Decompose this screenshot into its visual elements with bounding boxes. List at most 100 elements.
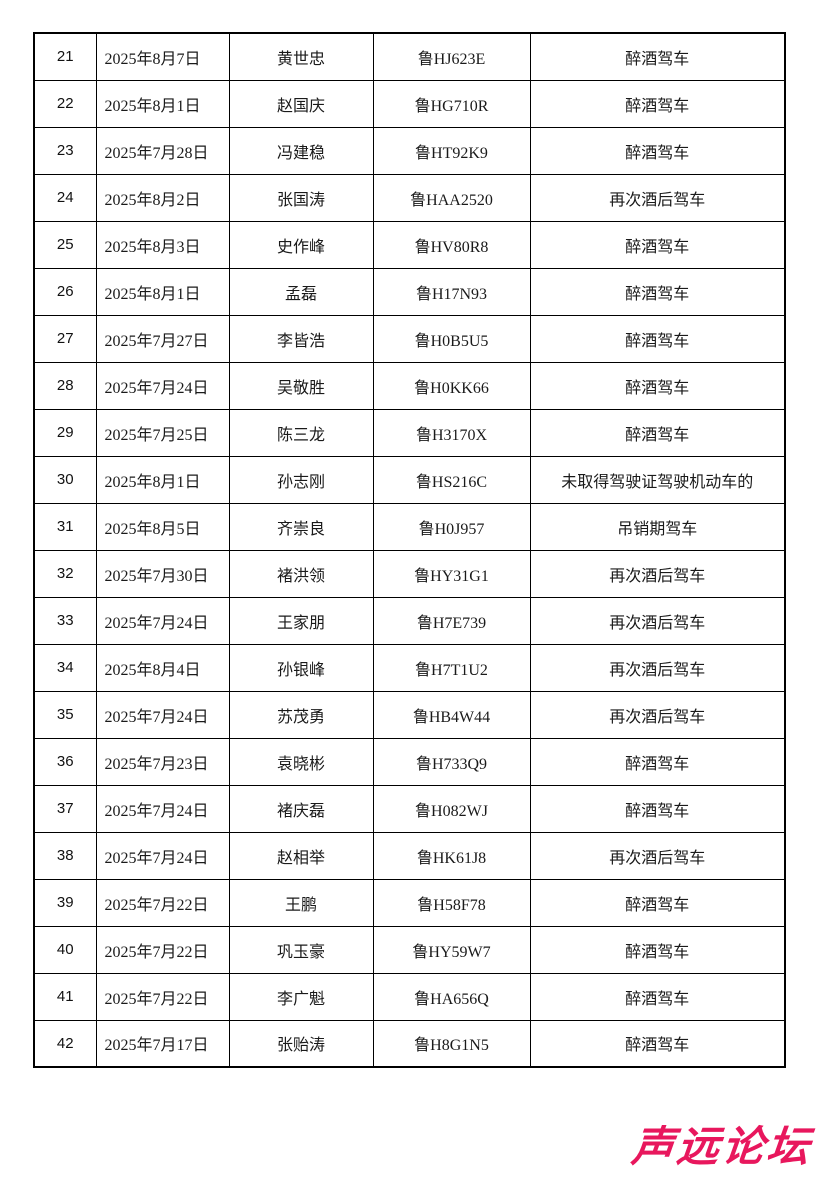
table-row: 23 2025年7月28日 冯建稳 鲁HT92K9 醉酒驾车	[33, 126, 786, 175]
name-cell: 吴敬胜	[228, 361, 374, 410]
table-row: 26 2025年8月1日 孟磊 鲁H17N93 醉酒驾车	[33, 267, 786, 316]
row-number-cell: 30	[33, 455, 97, 504]
date-cell: 2025年8月5日	[95, 502, 230, 551]
plate-cell: 鲁H58F78	[372, 878, 531, 927]
date-cell: 2025年7月17日	[95, 1019, 230, 1068]
date-cell: 2025年7月23日	[95, 737, 230, 786]
violation-cell: 醉酒驾车	[529, 925, 786, 974]
date-cell: 2025年8月2日	[95, 173, 230, 222]
plate-cell: 鲁H082WJ	[372, 784, 531, 833]
plate-cell: 鲁HT92K9	[372, 126, 531, 175]
violation-cell: 醉酒驾车	[529, 737, 786, 786]
name-cell: 袁晓彬	[228, 737, 374, 786]
plate-cell: 鲁HK61J8	[372, 831, 531, 880]
violation-cell: 醉酒驾车	[529, 878, 786, 927]
name-cell: 赵国庆	[228, 79, 374, 128]
violation-cell: 吊销期驾车	[529, 502, 786, 551]
violation-table: 21 2025年8月7日 黄世忠 鲁HJ623E 醉酒驾车 22 2025年8月1日 赵国庆鲁…	[33, 32, 786, 1068]
row-number-cell: 23	[33, 126, 97, 175]
row-number-cell: 36	[33, 737, 97, 786]
table-row: 39 2025年7月22日 王鹏 鲁H58F78 醉酒驾车	[33, 878, 786, 927]
violation-cell: 再次酒后驾车	[529, 831, 786, 880]
date-cell: 2025年7月22日	[95, 878, 230, 927]
name-cell: 陈三龙	[228, 408, 374, 457]
plate-cell: 鲁HY59W7	[372, 925, 531, 974]
plate-cell: 鲁HS216C	[372, 455, 531, 504]
row-number-cell: 22	[33, 79, 97, 128]
violation-cell: 醉酒驾车	[529, 126, 786, 175]
row-number-cell: 42	[33, 1019, 97, 1068]
name-cell: 孟磊	[228, 267, 374, 316]
name-cell: 史作峰	[228, 220, 374, 269]
plate-cell: 鲁H7E739	[372, 596, 531, 645]
plate-cell: 鲁H0B5U5	[372, 314, 531, 363]
date-cell: 2025年8月7日	[95, 32, 230, 81]
name-cell: 张贻涛	[228, 1019, 374, 1068]
table-row: 24 2025年8月2日 张国涛 鲁HAA2520 再次酒后驾车	[33, 173, 786, 222]
violation-cell: 醉酒驾车	[529, 79, 786, 128]
violation-cell: 再次酒后驾车	[529, 643, 786, 692]
plate-cell: 鲁HJ623E	[372, 32, 531, 81]
name-cell: 李广魁	[228, 972, 374, 1021]
name-cell: 孙银峰	[228, 643, 374, 692]
date-cell: 2025年8月1日	[95, 455, 230, 504]
row-number-cell: 33	[33, 596, 97, 645]
violation-cell: 未取得驾驶证驾驶机动车的	[529, 455, 786, 504]
name-cell: 张国涛	[228, 173, 374, 222]
table-row: 32 2025年7月30日 褚洪领 鲁HY31G1 再次酒后驾车	[33, 549, 786, 598]
name-cell: 黄世忠	[228, 32, 374, 81]
row-number-cell: 21	[33, 32, 97, 81]
date-cell: 2025年7月24日	[95, 784, 230, 833]
row-number-cell: 35	[33, 690, 97, 739]
row-number-cell: 40	[33, 925, 97, 974]
plate-cell: 鲁HG710R	[372, 79, 531, 128]
date-cell: 2025年7月27日	[95, 314, 230, 363]
plate-cell: 鲁HV80R8	[372, 220, 531, 269]
row-number-cell: 28	[33, 361, 97, 410]
table-row: 21 2025年8月7日 黄世忠 鲁HJ623E 醉酒驾车	[33, 32, 786, 81]
date-cell: 2025年7月24日	[95, 596, 230, 645]
violation-cell: 醉酒驾车	[529, 32, 786, 81]
date-cell: 2025年8月3日	[95, 220, 230, 269]
date-cell: 2025年7月24日	[95, 690, 230, 739]
row-number-cell: 29	[33, 408, 97, 457]
plate-cell: 鲁H7T1U2	[372, 643, 531, 692]
row-number-cell: 26	[33, 267, 97, 316]
table-row: 28 2025年7月24日 吴敬胜 鲁H0KK66 醉酒驾车	[33, 361, 786, 410]
table-row: 33 2025年7月24日 王家朋 鲁H7E739 再次酒后驾车	[33, 596, 786, 645]
name-cell: 王家朋	[228, 596, 374, 645]
plate-cell: 鲁HB4W44	[372, 690, 531, 739]
name-cell: 巩玉豪	[228, 925, 374, 974]
row-number-cell: 25	[33, 220, 97, 269]
plate-cell: 鲁H0J957	[372, 502, 531, 551]
date-cell: 2025年7月24日	[95, 361, 230, 410]
date-cell: 2025年8月1日	[95, 79, 230, 128]
table-row: 40 2025年7月22日 巩玉豪 鲁HY59W7 醉酒驾车	[33, 925, 786, 974]
name-cell: 齐崇良	[228, 502, 374, 551]
table-row: 34 2025年8月4日 孙银峰 鲁H7T1U2 再次酒后驾车	[33, 643, 786, 692]
date-cell: 2025年7月25日	[95, 408, 230, 457]
table-row: 25 2025年8月3日 史作峰 鲁HV80R8 醉酒驾车	[33, 220, 786, 269]
table-row: 27 2025年7月27日 李皆浩 鲁H0B5U5 醉酒驾车	[33, 314, 786, 363]
table-row: 22 2025年8月1日 赵国庆 鲁HG710R 醉酒驾车	[33, 79, 786, 128]
violation-cell: 再次酒后驾车	[529, 173, 786, 222]
row-number-cell: 27	[33, 314, 97, 363]
date-cell: 2025年7月22日	[95, 972, 230, 1021]
name-cell: 赵相举	[228, 831, 374, 880]
date-cell: 2025年7月24日	[95, 831, 230, 880]
violation-cell: 醉酒驾车	[529, 408, 786, 457]
violation-cell: 醉酒驾车	[529, 314, 786, 363]
name-cell: 褚庆磊	[228, 784, 374, 833]
row-number-cell: 34	[33, 643, 97, 692]
date-cell: 2025年7月30日	[95, 549, 230, 598]
table-row: 42 2025年7月17日 张贻涛 鲁H8G1N5 醉酒驾车	[33, 1019, 786, 1068]
table-row: 30 2025年8月1日 孙志刚 鲁HS216C 未取得驾驶证驾驶机动车的	[33, 455, 786, 504]
shengyuan-forum-logo: 声远论坛	[629, 1122, 815, 1171]
plate-cell: 鲁HY31G1	[372, 549, 531, 598]
plate-cell: 鲁H733Q9	[372, 737, 531, 786]
table-row: 37 2025年7月24日 褚庆磊 鲁H082WJ 醉酒驾车	[33, 784, 786, 833]
plate-cell: 鲁H17N93	[372, 267, 531, 316]
table-row: 31 2025年8月5日 齐崇良 鲁H0J957 吊销期驾车	[33, 502, 786, 551]
violation-cell: 再次酒后驾车	[529, 549, 786, 598]
